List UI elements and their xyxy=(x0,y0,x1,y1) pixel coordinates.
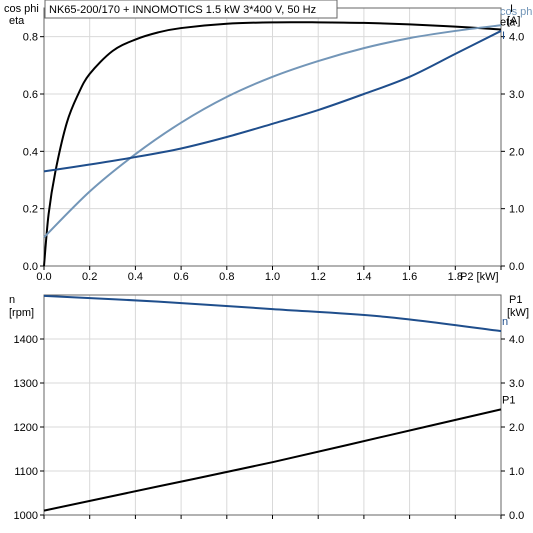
top-right-tick-label: 1.0 xyxy=(509,204,524,216)
chart-title: NK65-200/170 + INNOMOTICS 1.5 kW 3*400 V… xyxy=(49,4,316,16)
top-right-tick-label: 0.0 xyxy=(509,261,524,273)
series-line-p1 xyxy=(43,408,502,512)
x-tick-label: 0.6 xyxy=(173,271,188,283)
x-tick-label: 0.2 xyxy=(82,271,97,283)
x-tick-label: 0.0 xyxy=(36,271,51,283)
bottom-left-tick-label: 1200 xyxy=(14,422,38,434)
x-tick-label: 1.6 xyxy=(402,271,417,283)
bottom-right-tick-label: 4.0 xyxy=(509,334,524,346)
bottom-left-tick-label: 1100 xyxy=(14,466,38,478)
bottom-right-tick-label: 3.0 xyxy=(509,378,524,390)
x-tick-label: 1.2 xyxy=(311,271,326,283)
top-panel-ticks: 0.0 0.2 0.4 0.6 0.8 0.0 1.0 2.0 3.0 4.0 0.0 0.2 0.4 0… xyxy=(23,32,525,283)
top-left-tick-label: 0.8 xyxy=(23,32,38,44)
top-panel-series xyxy=(43,21,502,267)
series-line-eta xyxy=(43,21,502,267)
series-label-n: n xyxy=(502,316,508,328)
bottom-right-tick-label: 2.0 xyxy=(509,422,524,434)
bottom-left-axis-label-2: [rpm] xyxy=(9,307,34,319)
bottom-right-axis-label-2: [kW] xyxy=(507,307,529,319)
x-tick-label: 0.4 xyxy=(128,271,143,283)
bottom-panel-grid xyxy=(43,295,502,516)
top-left-axis-label-1: cos phi xyxy=(4,3,39,15)
series-label-eta: eta xyxy=(500,17,516,29)
top-right-axis-label-1: I xyxy=(510,3,513,15)
bottom-left-tick-label: 1400 xyxy=(14,334,38,346)
top-left-tick-label: 0.6 xyxy=(23,89,38,101)
bottom-left-tick-label: 1300 xyxy=(14,378,38,390)
top-right-tick-label: 2.0 xyxy=(509,146,524,158)
series-label-p1: P1 xyxy=(502,394,515,406)
top-right-axis-label-2: [A] xyxy=(507,15,520,27)
series-label-cos-phi: cos phi xyxy=(500,6,533,18)
bottom-left-tick-label: 1000 xyxy=(14,510,38,522)
x-tick-label: 1.4 xyxy=(356,271,371,283)
top-left-axis-label-2: eta xyxy=(9,15,25,27)
x-tick-label: P2 [kW] xyxy=(460,271,499,283)
top-left-tick-label: 0.0 xyxy=(23,261,38,273)
top-left-tick-label: 0.2 xyxy=(23,204,38,216)
top-panel-grid xyxy=(43,8,502,267)
series-line-cos-phi xyxy=(43,24,502,239)
x-tick-label: 1.0 xyxy=(265,271,280,283)
series-line-i xyxy=(43,30,502,173)
top-left-tick-label: 0.4 xyxy=(23,146,38,158)
bottom-panel-series xyxy=(43,294,502,512)
top-right-tick-label: 4.0 xyxy=(509,32,524,44)
x-tick-label: 1.8 xyxy=(448,271,463,283)
title-box xyxy=(44,0,338,19)
bottom-left-axis-label-1: n xyxy=(9,294,15,306)
bottom-right-tick-label: 0.0 xyxy=(509,510,524,522)
x-tick-label: 0.8 xyxy=(219,271,234,283)
series-line-n xyxy=(43,294,502,333)
bottom-right-tick-label: 1.0 xyxy=(509,466,524,478)
top-right-tick-label: 3.0 xyxy=(509,89,524,101)
bottom-panel-ticks: 1000 1100 1200 1300 1400 0.0 1.0 2.0 3.0 4.0 xyxy=(14,334,525,522)
series-label-i: I xyxy=(502,30,505,42)
bottom-right-axis-label-1: P1 xyxy=(509,294,522,306)
